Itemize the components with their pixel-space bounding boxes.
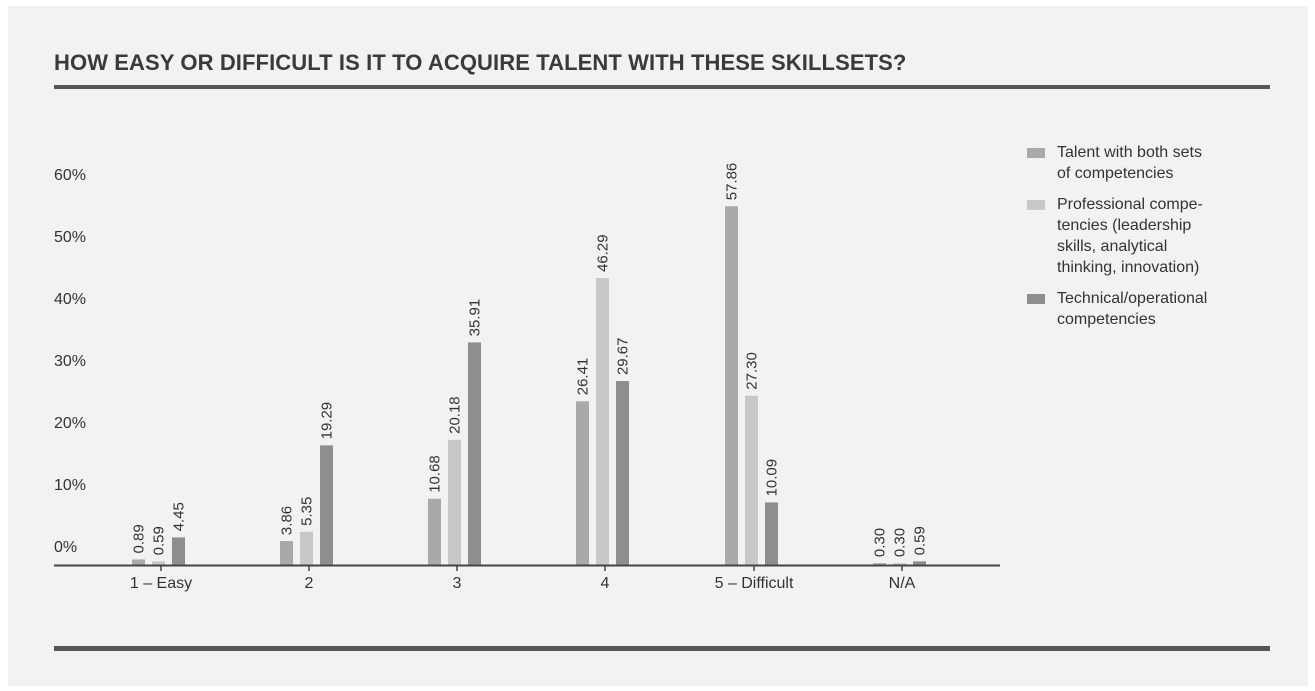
bar-value-label: 10.09 <box>764 459 781 497</box>
y-tick-label: 20% <box>54 415 86 432</box>
chart-title: HOW EASY OR DIFFICULT IS IT TO ACQUIRE T… <box>54 50 907 75</box>
x-tick-label: 2 <box>305 575 314 592</box>
bar <box>428 498 441 565</box>
bar-value-label: 35.91 <box>467 299 484 337</box>
bar <box>132 559 145 565</box>
bar-value-label: 27.30 <box>744 352 761 390</box>
bar-value-label: 20.18 <box>447 396 464 434</box>
legend-item-professional: Professional compe- tencies (leadership … <box>1027 194 1287 278</box>
legend-item-both: Talent with both sets of competencies <box>1027 142 1287 184</box>
legend-swatch <box>1027 148 1045 158</box>
x-tick-label: 1 – Easy <box>130 575 192 592</box>
x-tick-label: 4 <box>601 575 610 592</box>
value-labels: 0.893.8610.6826.4157.860.300.595.3520.18… <box>131 163 929 557</box>
x-tick-label: 3 <box>453 575 462 592</box>
y-tick-label: 60% <box>54 167 86 184</box>
y-tick-label: 10% <box>54 477 86 494</box>
bar-value-label: 46.29 <box>595 234 612 272</box>
bar-value-label: 4.45 <box>171 502 188 531</box>
bar-value-label: 0.30 <box>872 528 889 557</box>
bar-value-label: 19.29 <box>319 402 336 440</box>
bar-value-label: 0.89 <box>131 524 148 553</box>
y-tick-label: 0% <box>54 539 77 556</box>
bottom-rule <box>54 646 1270 651</box>
bar <box>725 206 738 565</box>
bar-value-label: 0.30 <box>892 528 909 557</box>
bar <box>913 561 926 565</box>
x-axis-labels: 1 – Easy 2 3 4 5 – Difficult N/A <box>130 565 916 592</box>
y-tick-label: 30% <box>54 353 86 370</box>
y-tick-label: 50% <box>54 229 86 246</box>
bar-value-label: 57.86 <box>724 163 741 201</box>
y-tick-label: 40% <box>54 291 86 308</box>
bar <box>616 381 629 565</box>
bar <box>765 502 778 565</box>
bar <box>576 401 589 565</box>
bar <box>873 563 886 565</box>
legend-label: Technical/operational competencies <box>1057 290 1208 328</box>
bar <box>596 278 609 565</box>
bar-value-label: 29.67 <box>615 337 632 375</box>
legend-swatch <box>1027 200 1045 210</box>
legend-swatch <box>1027 294 1045 304</box>
bar-value-label: 0.59 <box>151 526 168 555</box>
bar <box>320 445 333 565</box>
x-tick-label: 5 – Difficult <box>715 575 794 592</box>
bar-value-label: 10.68 <box>427 455 444 493</box>
bar <box>468 342 481 565</box>
bar-value-label: 5.35 <box>299 497 316 526</box>
legend-label: Professional compe- tencies (leadership … <box>1057 196 1203 276</box>
legend-item-technical: Technical/operational competencies <box>1027 288 1287 330</box>
bar <box>448 439 461 565</box>
y-axis-labels: 0% 10% 20% 30% 40% 50% 60% <box>54 167 86 556</box>
bar-value-label: 3.86 <box>279 506 296 535</box>
bar <box>893 563 906 565</box>
bar-value-label: 0.59 <box>912 526 929 555</box>
chart-panel <box>8 6 1308 686</box>
legend: Talent with both sets of competencies Pr… <box>1027 142 1287 340</box>
bar <box>300 531 313 565</box>
bar <box>152 561 165 565</box>
title-rule <box>54 85 1270 89</box>
bar <box>745 395 758 565</box>
bar <box>172 537 185 565</box>
bar-value-label: 26.41 <box>575 358 592 396</box>
legend-label: Talent with both sets of competencies <box>1057 144 1202 182</box>
bar-series <box>132 206 926 565</box>
x-tick-label: N/A <box>889 575 916 592</box>
bar <box>280 541 293 565</box>
